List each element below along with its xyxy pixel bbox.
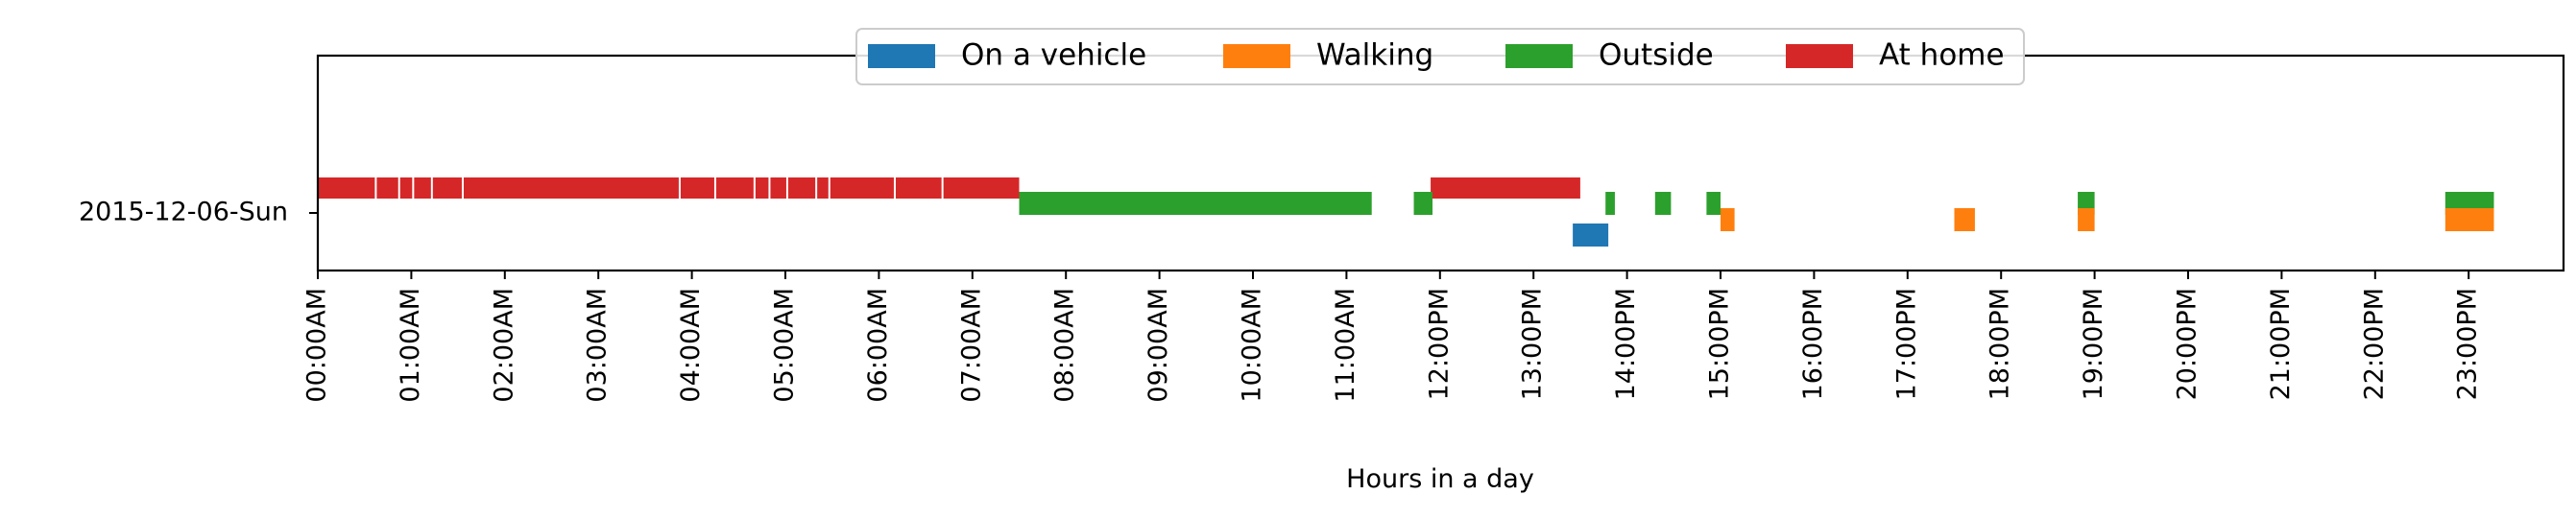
x-tick-label: 12:00PM: [1424, 288, 1454, 400]
x-tick-label: 08:00AM: [1050, 288, 1080, 403]
at-home-gap: [678, 177, 681, 199]
at-home-gap: [768, 177, 771, 199]
at-home-gap: [828, 177, 831, 199]
x-tick-label: 04:00AM: [676, 288, 706, 403]
x-tick-label: 02:00AM: [489, 288, 518, 403]
walking-segment: [1954, 208, 1975, 231]
legend-label-outside: Outside: [1599, 38, 1714, 73]
x-tick-label: 19:00PM: [2079, 288, 2108, 400]
x-axis: 00:00AM 01:00AM 02:00AM 03:00AM 04:00AM 05:00…: [302, 271, 2483, 403]
at-home-gap: [893, 177, 896, 199]
at-home-gap: [941, 177, 944, 199]
row-label: 2015-12-06-Sun: [79, 198, 288, 227]
x-tick-label: 06:00AM: [863, 288, 893, 403]
legend-swatch-outside: [1505, 44, 1573, 68]
at-home-gap: [412, 177, 415, 199]
x-tick-label: 15:00PM: [1705, 288, 1735, 400]
x-tick-label: 20:00PM: [2173, 288, 2203, 400]
legend-frame: [855, 28, 2025, 85]
x-tick-label: 09:00AM: [1144, 288, 1173, 403]
outside-segment: [1706, 192, 1721, 215]
x-tick-label: 17:00PM: [1891, 288, 1921, 400]
x-tick-label: 05:00AM: [770, 288, 800, 403]
outside-segment: [1019, 192, 1372, 215]
x-tick-label: 11:00AM: [1331, 288, 1360, 403]
on-a-vehicle-segment: [1573, 224, 1609, 247]
x-axis-label: Hours in a day: [1346, 464, 1534, 494]
walking-segment: [1721, 208, 1735, 231]
legend: On a vehicle Walking Outside At home: [855, 28, 2025, 85]
at-home-gap: [713, 177, 716, 199]
x-tick-label: 18:00PM: [1986, 288, 2015, 400]
outside-segment: [1413, 192, 1433, 215]
outside-segment: [1654, 192, 1672, 215]
walking-segment: [2444, 208, 2494, 231]
legend-swatch-walking: [1223, 44, 1290, 68]
x-tick-label: 22:00PM: [2359, 288, 2389, 400]
x-tick-label: 01:00AM: [396, 288, 425, 403]
legend-label-at-home: At home: [1879, 38, 2005, 73]
walking-segment: [2078, 208, 2095, 231]
activity-bars: [318, 177, 2494, 247]
at-home-gap: [753, 177, 756, 199]
at-home-segment: [1431, 177, 1580, 199]
at-home-gap: [785, 177, 788, 199]
x-tick-label: 03:00AM: [583, 288, 613, 403]
at-home-gap: [430, 177, 433, 199]
outside-segment: [1605, 192, 1615, 215]
x-tick-label: 00:00AM: [302, 288, 332, 403]
x-tick-label: 23:00PM: [2453, 288, 2483, 400]
x-tick-label: 13:00PM: [1518, 288, 1548, 400]
legend-swatch-at-home: [1786, 44, 1853, 68]
y-axis: 2015-12-06-Sun: [79, 198, 318, 227]
plot-frame: [316, 54, 2565, 272]
at-home-gap: [461, 177, 464, 199]
x-tick-label: 14:00PM: [1611, 288, 1641, 400]
at-home-gap: [397, 177, 400, 199]
legend-label-walking: Walking: [1316, 38, 1433, 73]
at-home-gap: [374, 177, 377, 199]
x-tick-label: 07:00AM: [956, 288, 986, 403]
x-tick-label: 10:00AM: [1238, 288, 1267, 403]
legend-swatch-on-a-vehicle: [868, 44, 935, 68]
at-home-gap: [815, 177, 818, 199]
legend-label-on-a-vehicle: On a vehicle: [961, 38, 1146, 73]
x-tick-label: 16:00PM: [1798, 288, 1828, 400]
x-tick-label: 21:00PM: [2266, 288, 2296, 400]
at-home-segment: [318, 177, 1020, 199]
